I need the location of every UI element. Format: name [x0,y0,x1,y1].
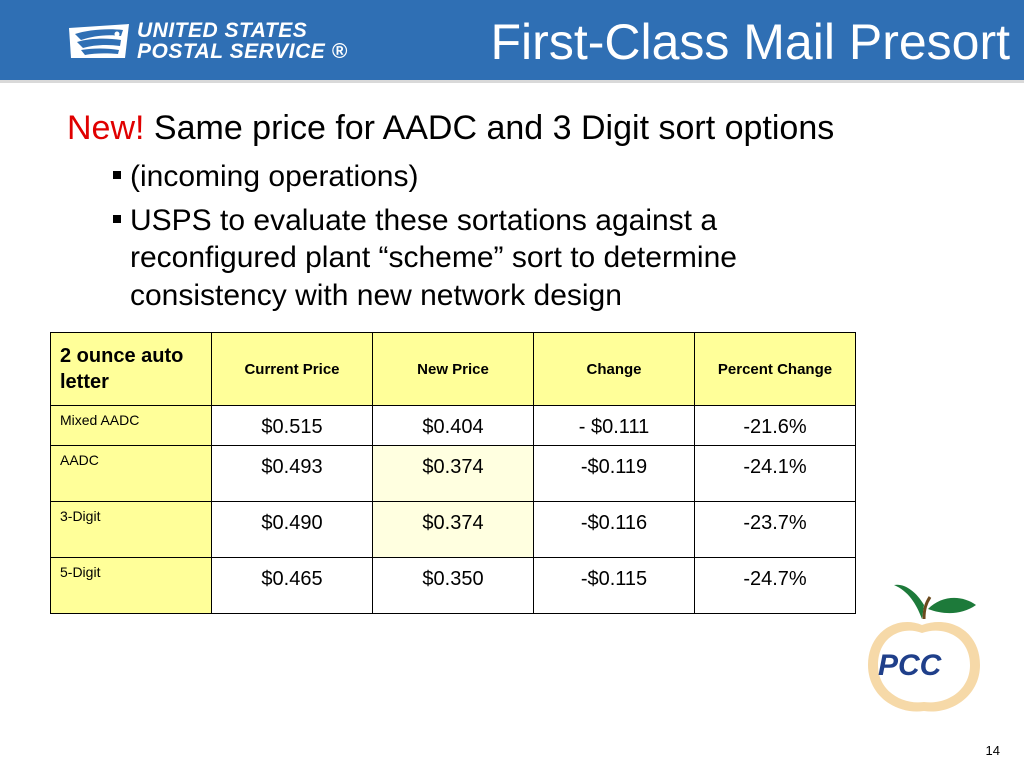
column-header: Change [533,332,695,406]
column-header: New Price [372,332,534,406]
square-bullet-icon [113,214,121,223]
table-row: 3-Digit $0.490 $0.374 -$0.116 -23.7% [50,501,856,558]
row-label: AADC [50,445,212,502]
column-header: Percent Change [694,332,856,406]
row-label: Mixed AADC [50,405,212,446]
square-bullet-icon [113,171,121,179]
table-header-row: 2 ounce auto letter Current Price New Pr… [50,332,856,406]
headline-text: Same price for AADC and 3 Digit sort opt… [144,109,835,147]
bullet-item: USPS to evaluate these sortations agains… [113,202,873,315]
percent-change-cell: -24.1% [694,445,856,502]
price-table: 2 ounce auto letter Current Price New Pr… [50,332,856,614]
change-cell: - $0.111 [533,405,695,446]
column-header: Current Price [211,332,373,406]
header-divider [0,80,1024,83]
row-label: 3-Digit [50,501,212,558]
change-cell: -$0.116 [533,501,695,558]
eagle-icon [69,24,129,58]
percent-change-cell: -24.7% [694,557,856,614]
current-price-cell: $0.490 [211,501,373,558]
current-price-cell: $0.515 [211,405,373,446]
current-price-cell: $0.465 [211,557,373,614]
bullet-list: (incoming operations) USPS to evaluate t… [113,158,873,320]
headline: New! Same price for AADC and 3 Digit sor… [67,106,834,150]
slide-title: First-Class Mail Presort [490,14,1010,70]
table-row: Mixed AADC $0.515 $0.404 - $0.111 -21.6% [50,405,856,446]
usps-wordmark: UNITED STATES POSTAL SERVICE ® [137,20,348,62]
logo-line-1: UNITED STATES [137,19,308,42]
pcc-peach-logo: PCC [858,575,988,721]
table-row: AADC $0.493 $0.374 -$0.119 -24.1% [50,445,856,502]
logo-line-2: POSTAL SERVICE ® [137,40,348,63]
new-price-cell: $0.404 [372,405,534,446]
new-price-cell: $0.374 [372,445,534,502]
row-label: 5-Digit [50,557,212,614]
change-cell: -$0.119 [533,445,695,502]
new-label: New! [67,109,145,147]
percent-change-cell: -23.7% [694,501,856,558]
page-number: 14 [985,743,1000,758]
slide-header: UNITED STATES POSTAL SERVICE ® First-Cla… [0,0,1024,83]
current-price-cell: $0.493 [211,445,373,502]
table-corner-header: 2 ounce auto letter [50,332,212,406]
usps-logo: UNITED STATES POSTAL SERVICE ® [67,18,347,66]
bullet-text: (incoming operations) [130,160,419,193]
table-row: 5-Digit $0.465 $0.350 -$0.115 -24.7% [50,557,856,614]
bullet-text: USPS to evaluate these sortations agains… [130,203,737,312]
bullet-item: (incoming operations) [113,158,873,196]
new-price-cell: $0.350 [372,557,534,614]
svg-text:PCC: PCC [878,649,943,682]
new-price-cell: $0.374 [372,501,534,558]
percent-change-cell: -21.6% [694,405,856,446]
header-band [0,0,1024,81]
change-cell: -$0.115 [533,557,695,614]
